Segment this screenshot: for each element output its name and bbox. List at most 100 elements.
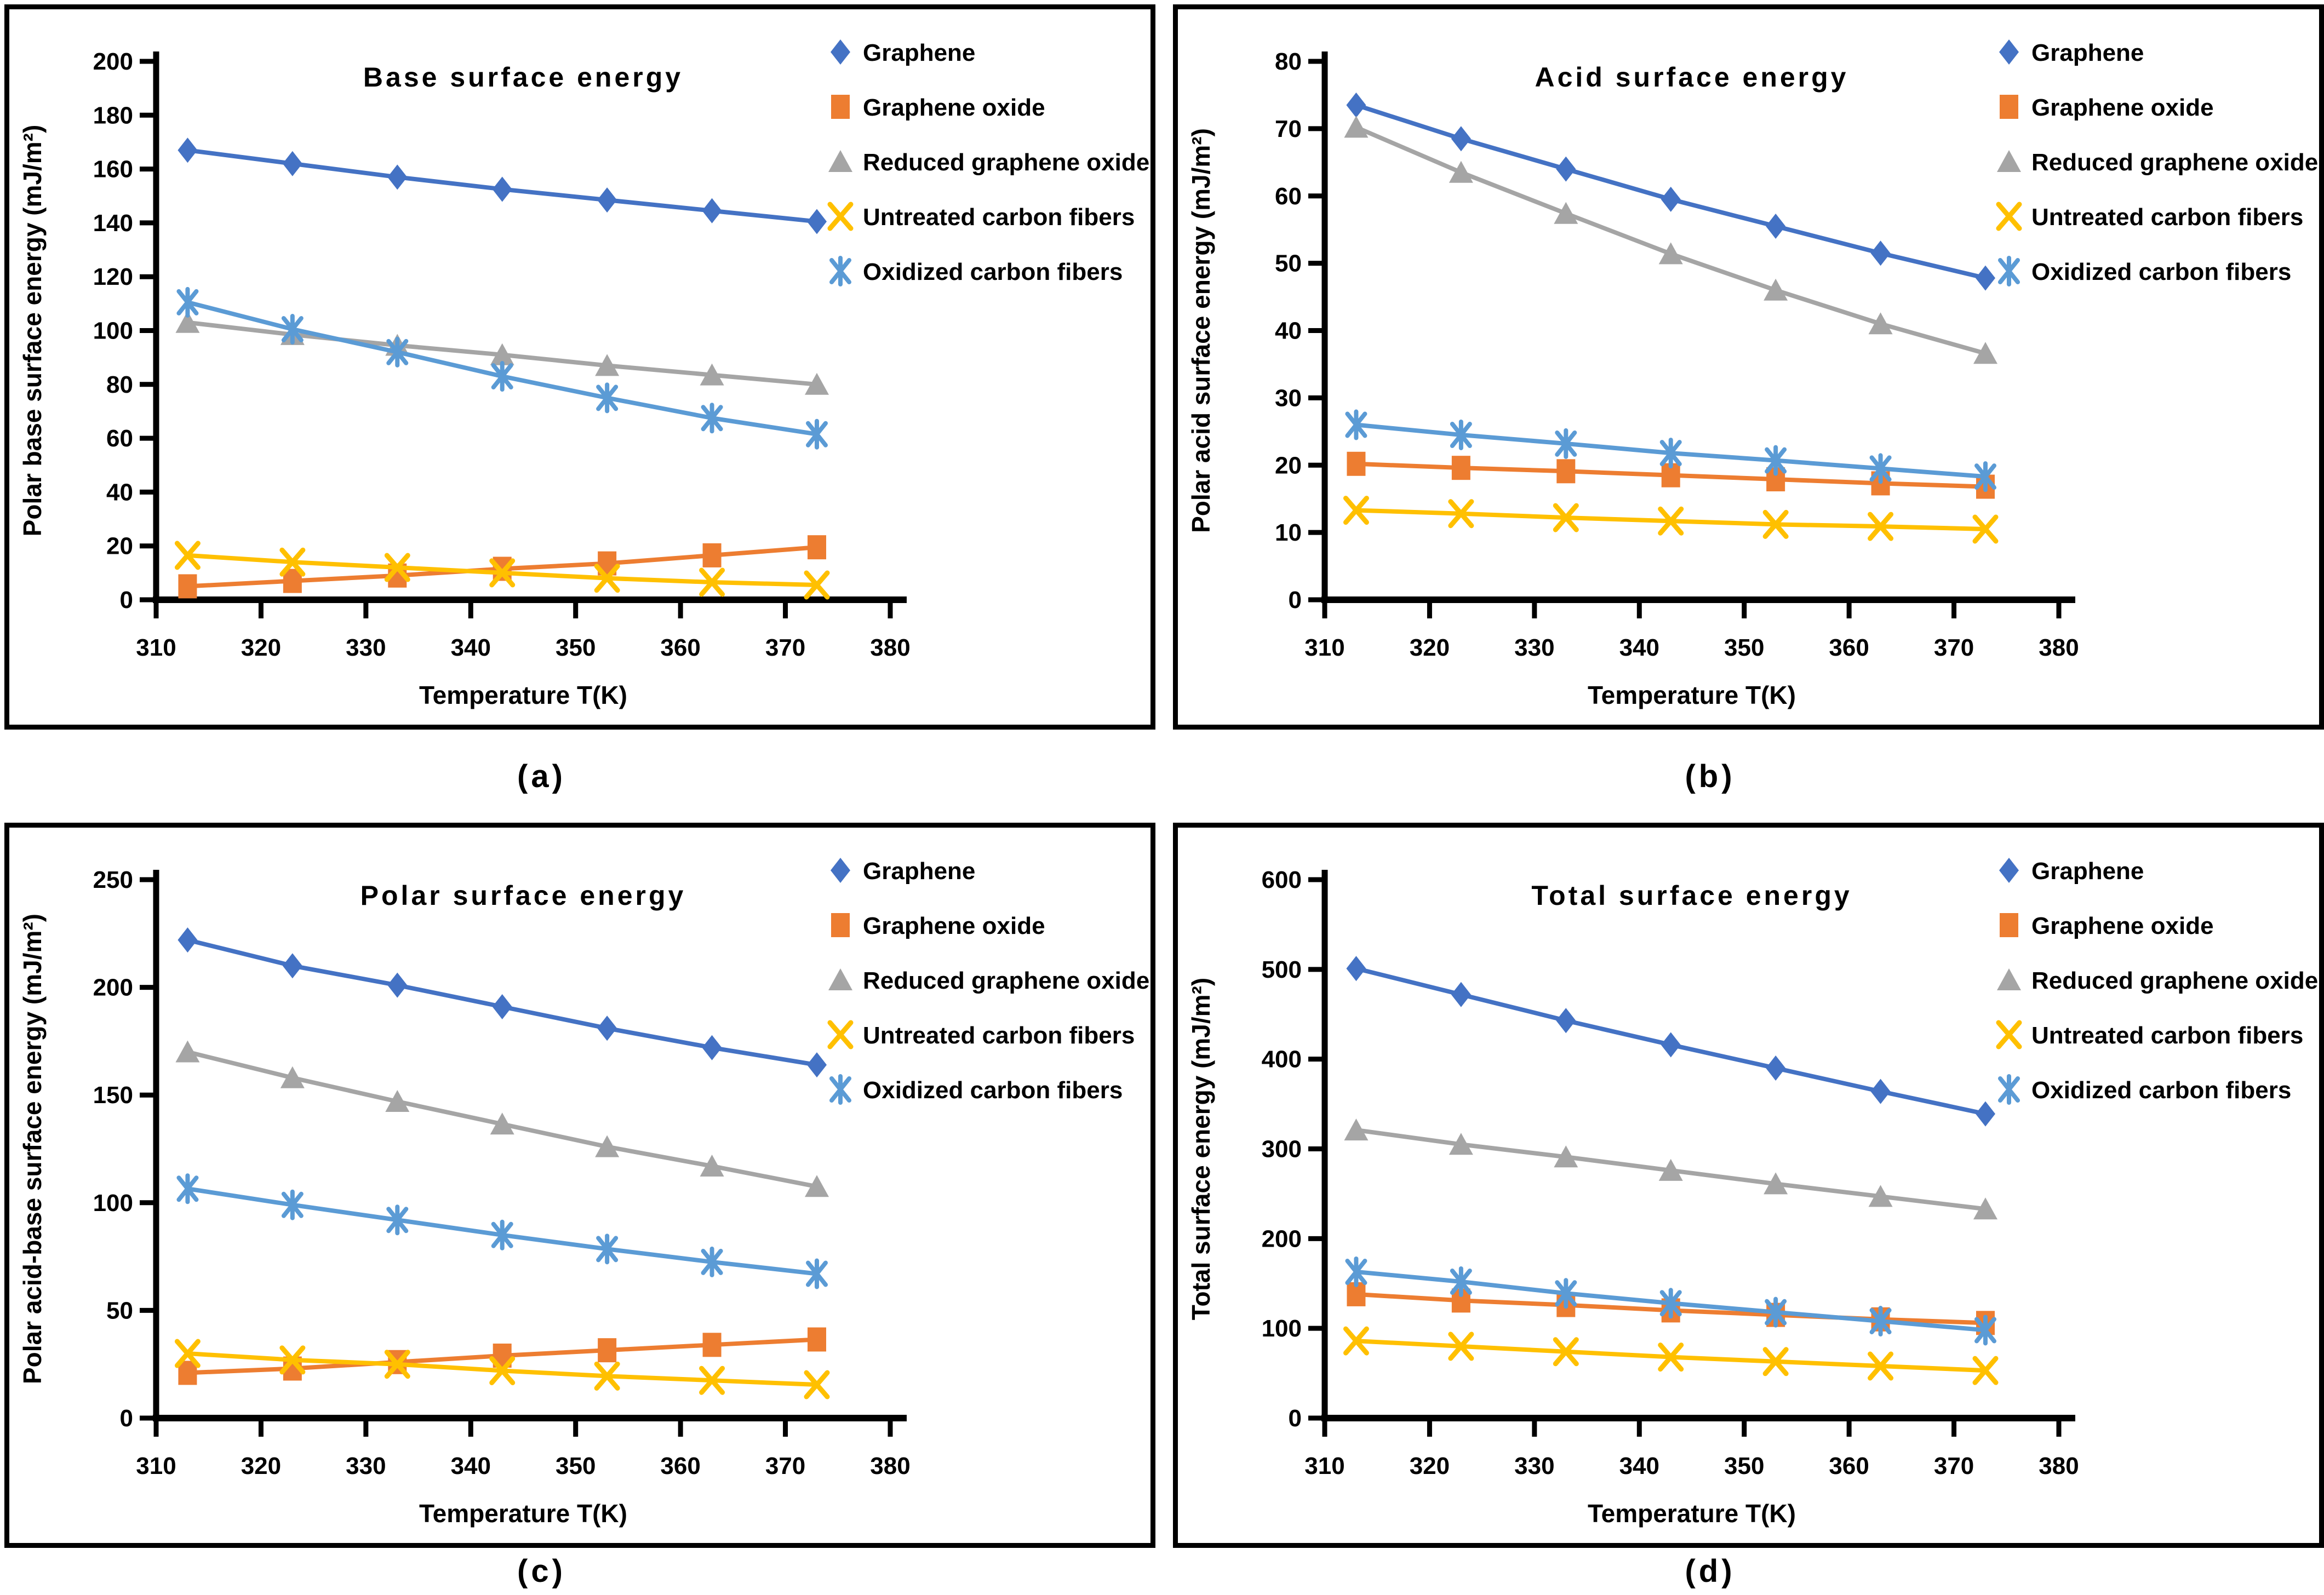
chart-title: Acid surface energy [1535,62,1849,93]
x-marker [699,1365,725,1395]
diamond-marker [1556,156,1576,182]
chart-title: Polar surface energy [360,880,686,911]
triangle-marker [1554,1145,1578,1168]
y-tick-label: 300 [1262,1136,1302,1163]
asterisk-marker [1869,453,1892,484]
x-tick-label: 350 [556,1453,596,1479]
diamond-marker [1976,265,1995,291]
axes [153,870,907,1421]
x-tick-label: 310 [1304,634,1344,661]
x-tick-label: 320 [1410,1453,1450,1479]
square-icon [831,95,850,119]
legend-label: Untreated carbon fibers [863,1022,1135,1049]
diamond-marker [702,1035,722,1060]
triangle-icon [1997,968,2021,990]
asterisk-icon [1998,256,2020,286]
x-marker [1762,1347,1789,1376]
x-tick-label: 320 [241,1453,281,1479]
axes [153,51,907,603]
asterisk-marker [176,1173,199,1204]
x-tick-label: 370 [765,1453,805,1479]
x-marker [489,1356,516,1385]
x-tick-label: 360 [1829,634,1869,661]
asterisk-marker [386,336,409,368]
panel-a-label: (a) [517,758,566,794]
legend-item-oxidized-carbon-fibers: Oxidized carbon fibers [1998,1074,2291,1105]
y-tick-label: 60 [106,425,133,452]
x-marker [1553,1337,1579,1367]
diamond-marker [1661,1032,1681,1058]
asterisk-marker [1765,1296,1787,1328]
diamond-marker [1556,1008,1576,1034]
legend-label: Graphene oxide [863,94,1045,121]
legend-label: Reduced graphene oxide [2031,967,2318,994]
legend-label: Oxidized carbon fibers [863,1077,1123,1104]
square-marker [1451,456,1470,480]
diamond-marker [387,972,408,998]
y-ticks: 0 100 200 300 400 500 600 [1262,867,1324,1432]
legend-item-graphene-oxide: Graphene oxide [2000,913,2214,939]
triangle-marker [805,372,829,395]
y-tick-label: 30 [1275,385,1302,411]
diamond-marker [1766,214,1786,239]
legend-label: Graphene [863,39,975,66]
y-tick-label: 140 [93,210,133,237]
asterisk-marker [1555,428,1577,459]
asterisk-marker [1659,1288,1682,1319]
series-line [1355,125,1987,356]
panel-b: Acid surface energy 0 10 20 30 40 50 60 70 80 310 3… [1173,4,2324,823]
diamond-marker [492,994,512,1019]
triangle-marker [700,1154,724,1177]
x-ticks: 310 320 330 340 350 360 370 380 [136,1421,911,1479]
legend-label: Reduced graphene oxide [2031,149,2318,176]
square-marker [702,543,722,567]
asterisk-marker [596,382,619,414]
legend-item-graphene: Graphene [831,39,975,66]
legend-item-oxidized-carbon-fibers: Oxidized carbon fibers [829,1074,1123,1105]
x-tick-label: 380 [2039,634,2079,661]
square-marker [178,574,197,599]
x-marker [594,1361,620,1391]
legend-label: Untreated carbon fibers [863,204,1135,231]
legend: Graphene Graphene oxide Reduced graphene o… [827,39,1149,286]
x-marker [1868,1351,1894,1381]
x-marker [1343,496,1369,525]
x-tick-label: 370 [1934,1453,1974,1479]
y-tick-label: 60 [1275,183,1302,210]
asterisk-marker [176,286,199,318]
y-tick-label: 0 [1289,1405,1302,1432]
panel-b-chart-frame: Acid surface energy 0 10 20 30 40 50 60 70 80 310 3… [1173,4,2324,730]
asterisk-icon [829,1074,851,1105]
triangle-icon [1997,150,2021,172]
asterisk-marker [386,1204,409,1236]
diamond-marker [1870,240,1891,266]
y-ticks: 0 50 100 150 200 250 [93,867,155,1432]
asterisk-marker [1450,419,1472,450]
asterisk-marker [596,1233,619,1265]
x-tick-label: 370 [765,634,805,661]
x-marker [699,567,725,597]
square-marker [808,1327,826,1352]
series-graphene-oxide [178,1327,826,1385]
diamond-marker [387,164,408,190]
x-tick-label: 380 [870,634,910,661]
x-axis-title: Temperature T(K) [419,1499,627,1528]
x-marker [1868,512,1894,541]
y-tick-label: 600 [1262,867,1302,893]
chart-d: Total surface energy 0 100 200 300 400 500 600 3… [1187,858,2318,1528]
triangle-marker [1764,1172,1788,1195]
panel-c-chart-frame: Polar surface energy 0 50 100 150 200 250 310 32… [4,823,1155,1548]
square-marker [1347,451,1366,476]
triangle-marker [1449,1133,1473,1155]
legend-item-reduced-graphene-oxide: Reduced graphene oxide [1997,149,2318,176]
triangle-marker [1344,1118,1369,1141]
panel-b-label: (b) [1685,758,1736,794]
series-graphene-oxide [178,535,826,599]
series-oxidized-carbon-fibers [176,286,828,450]
x-tick-label: 330 [1514,634,1554,661]
square-marker [702,1333,722,1357]
triangle-marker [1764,278,1788,301]
chart-a: Base surface energy 0 20 40 60 80 100 120 140 160… [18,39,1149,709]
square-marker [598,1338,617,1363]
